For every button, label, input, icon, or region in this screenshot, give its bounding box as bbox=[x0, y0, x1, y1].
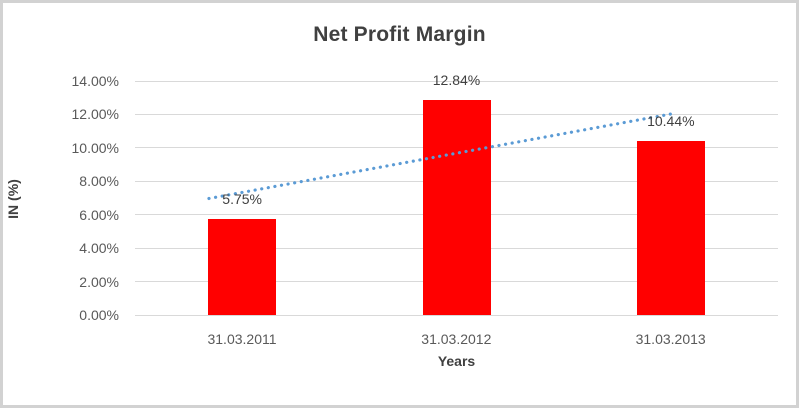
bar-data-label: 12.84% bbox=[432, 72, 481, 89]
y-axis-title: IN (%) bbox=[5, 179, 21, 219]
y-tick-label: 0.00% bbox=[79, 307, 119, 323]
y-tick-label: 4.00% bbox=[79, 240, 119, 257]
bar-data-label: 10.44% bbox=[647, 112, 695, 129]
x-axis-title: Years bbox=[437, 353, 476, 369]
category-label: 31.03.2011 bbox=[207, 331, 277, 347]
y-tick-label: 2.00% bbox=[79, 273, 119, 290]
y-tick-label: 8.00% bbox=[79, 173, 119, 190]
y-axis-tick-labels: 0.00% 2.00% 4.00% 6.00% 8.00% 10.00% 12.00% 14.… bbox=[3, 3, 796, 405]
bar-31.03.2011 bbox=[208, 218, 277, 315]
category-labels-layer: 31.03.2011 31.03.2012 31.03.2013 bbox=[3, 3, 796, 405]
category-label: 31.03.2012 bbox=[421, 331, 492, 347]
category-label: 31.03.2013 bbox=[635, 331, 706, 347]
chart-title: Net Profit Margin bbox=[313, 23, 486, 46]
y-tick-label: 10.00% bbox=[71, 139, 119, 156]
gridline bbox=[135, 314, 778, 316]
y-tick-label: 12.00% bbox=[71, 106, 119, 123]
bar-data-label: 5.75% bbox=[222, 190, 262, 207]
gridline bbox=[135, 80, 778, 82]
y-tick-label: 14.00% bbox=[71, 73, 119, 89]
y-tick-label: 6.00% bbox=[79, 206, 119, 223]
